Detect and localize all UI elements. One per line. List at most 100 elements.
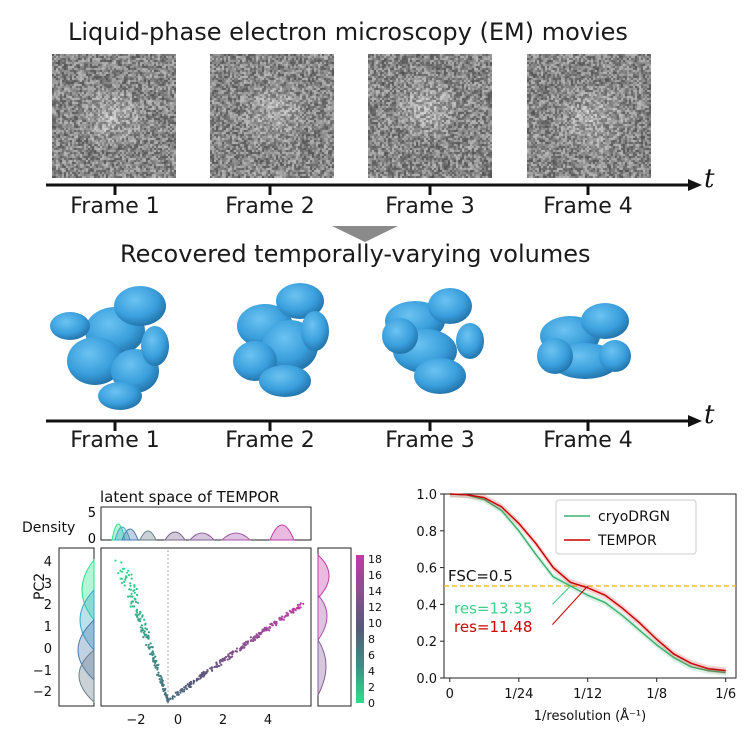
scatter-point bbox=[281, 615, 284, 618]
scatter-point bbox=[120, 581, 124, 584]
scatter-point bbox=[166, 699, 170, 702]
fsc-xlabel: 1/resolution (Å⁻¹) bbox=[534, 708, 646, 724]
density-tick-0: 0 bbox=[88, 532, 96, 547]
scatter-point bbox=[127, 574, 130, 577]
scatter-point bbox=[290, 610, 293, 613]
scatter-point bbox=[134, 598, 137, 601]
arrow-tempor bbox=[552, 585, 589, 625]
fsc-legend: cryoDRGN TEMPOR bbox=[555, 499, 697, 555]
scatter-point bbox=[152, 659, 155, 662]
ytick-0: 0 bbox=[44, 642, 52, 657]
middle-time-axis bbox=[46, 415, 702, 431]
scatter-point bbox=[296, 603, 299, 607]
scatter-point bbox=[136, 608, 139, 611]
fsc-xtick-label: 0 bbox=[446, 687, 454, 702]
scatter-point bbox=[129, 588, 132, 591]
scatter-point bbox=[130, 592, 133, 595]
scatter-point bbox=[120, 570, 124, 573]
scatter-point bbox=[140, 624, 143, 627]
scatter-point bbox=[137, 619, 140, 622]
scatter-point bbox=[199, 677, 202, 680]
scatter-point bbox=[119, 569, 122, 572]
scatter-point bbox=[148, 647, 151, 650]
recovered-volumes-title: Recovered temporally-varying volumes bbox=[120, 240, 591, 268]
fsc-line-1 bbox=[449, 493, 726, 672]
fsc-ytick-label: 0.6 bbox=[416, 562, 437, 577]
density-label: Density bbox=[22, 520, 75, 536]
cbar-12: 12 bbox=[368, 601, 382, 614]
fsc-xtick-label: 1/12 bbox=[573, 687, 602, 702]
scatter-point bbox=[135, 587, 138, 591]
latent-title: latent space of TEMPOR bbox=[100, 488, 279, 506]
scatter-point bbox=[223, 659, 226, 662]
fsc-ytick-label: 0.0 bbox=[416, 672, 437, 687]
xtick-4: 4 bbox=[264, 713, 272, 728]
scatter-point bbox=[142, 631, 145, 634]
scatter-point bbox=[129, 584, 132, 587]
em-movies-title: Liquid-phase electron microscopy (EM) mo… bbox=[68, 18, 628, 46]
scatter-point bbox=[153, 664, 156, 667]
res-tempor-label: res=11.48 bbox=[454, 618, 532, 636]
scatter-point bbox=[136, 616, 139, 619]
em-frame-1 bbox=[52, 54, 176, 178]
scatter-point bbox=[123, 580, 126, 583]
pc2-label: PC2 bbox=[32, 573, 48, 600]
scatter-point bbox=[184, 686, 187, 689]
scatter-point bbox=[154, 655, 157, 658]
scatter-point bbox=[133, 605, 136, 608]
scatter-point bbox=[127, 569, 130, 572]
scatter-point bbox=[206, 669, 209, 672]
scatter-point bbox=[150, 652, 153, 655]
scatter-point bbox=[125, 576, 128, 579]
volume-frame-label-2: Frame 2 bbox=[225, 428, 315, 453]
scatter-point bbox=[140, 630, 143, 633]
scatter-point bbox=[220, 663, 223, 666]
scatter-point bbox=[133, 585, 136, 588]
ytick-1: 1 bbox=[44, 620, 52, 635]
scatter-point bbox=[130, 577, 133, 580]
legend-cryodrgn: cryoDRGN bbox=[598, 509, 670, 525]
scatter-point bbox=[275, 620, 278, 624]
scatter-point bbox=[121, 567, 125, 570]
scatter-point bbox=[226, 658, 229, 661]
scatter-point bbox=[235, 647, 239, 650]
scatter-point bbox=[294, 609, 297, 612]
legend-box bbox=[555, 499, 697, 555]
scatter-point bbox=[141, 627, 144, 630]
scatter-point bbox=[198, 675, 201, 678]
right-marginal-densities bbox=[317, 553, 330, 696]
fsc-chart: 0.0 0.2 0.4 0.6 0.8 1.0 0 1/24 1/12 1/8 1/6 FSC=0… bbox=[416, 488, 737, 724]
ytick-m1: −1 bbox=[33, 664, 52, 679]
fsc-xtick-label: 1/24 bbox=[504, 687, 533, 702]
ytick-2: 2 bbox=[44, 598, 52, 613]
scatter-point bbox=[136, 593, 139, 597]
scatter-point bbox=[200, 674, 203, 677]
cbar-6: 6 bbox=[368, 649, 375, 662]
scatter-point bbox=[182, 690, 186, 693]
scatter-point bbox=[299, 602, 302, 605]
volume-frame-label-4: Frame 4 bbox=[543, 428, 633, 453]
top-time-axis bbox=[46, 179, 702, 195]
scatter-point bbox=[261, 630, 264, 633]
scatter-point bbox=[114, 559, 117, 562]
scatter-point bbox=[174, 691, 177, 694]
scatter-point bbox=[133, 591, 136, 594]
scatter-point bbox=[133, 584, 136, 587]
fsc-xtick-label: 1/8 bbox=[646, 687, 667, 702]
scatter-point bbox=[141, 614, 144, 617]
cbar-4: 4 bbox=[368, 665, 375, 678]
scatter-point bbox=[135, 600, 138, 604]
scatter-point bbox=[139, 610, 142, 613]
scatter-point bbox=[171, 695, 174, 698]
em-frame-2 bbox=[210, 54, 334, 178]
scatter-point bbox=[157, 663, 160, 667]
arrow-cryodrgn bbox=[552, 585, 571, 605]
scatter-point bbox=[132, 589, 135, 592]
ytick-m2: −2 bbox=[33, 685, 52, 700]
scatter-point bbox=[143, 634, 146, 637]
scatter-point bbox=[160, 678, 163, 681]
em-frame-label-1: Frame 1 bbox=[70, 194, 160, 219]
scatter-point bbox=[117, 572, 120, 575]
scatter-point bbox=[210, 669, 214, 672]
em-frame-label-4: Frame 4 bbox=[543, 194, 633, 219]
